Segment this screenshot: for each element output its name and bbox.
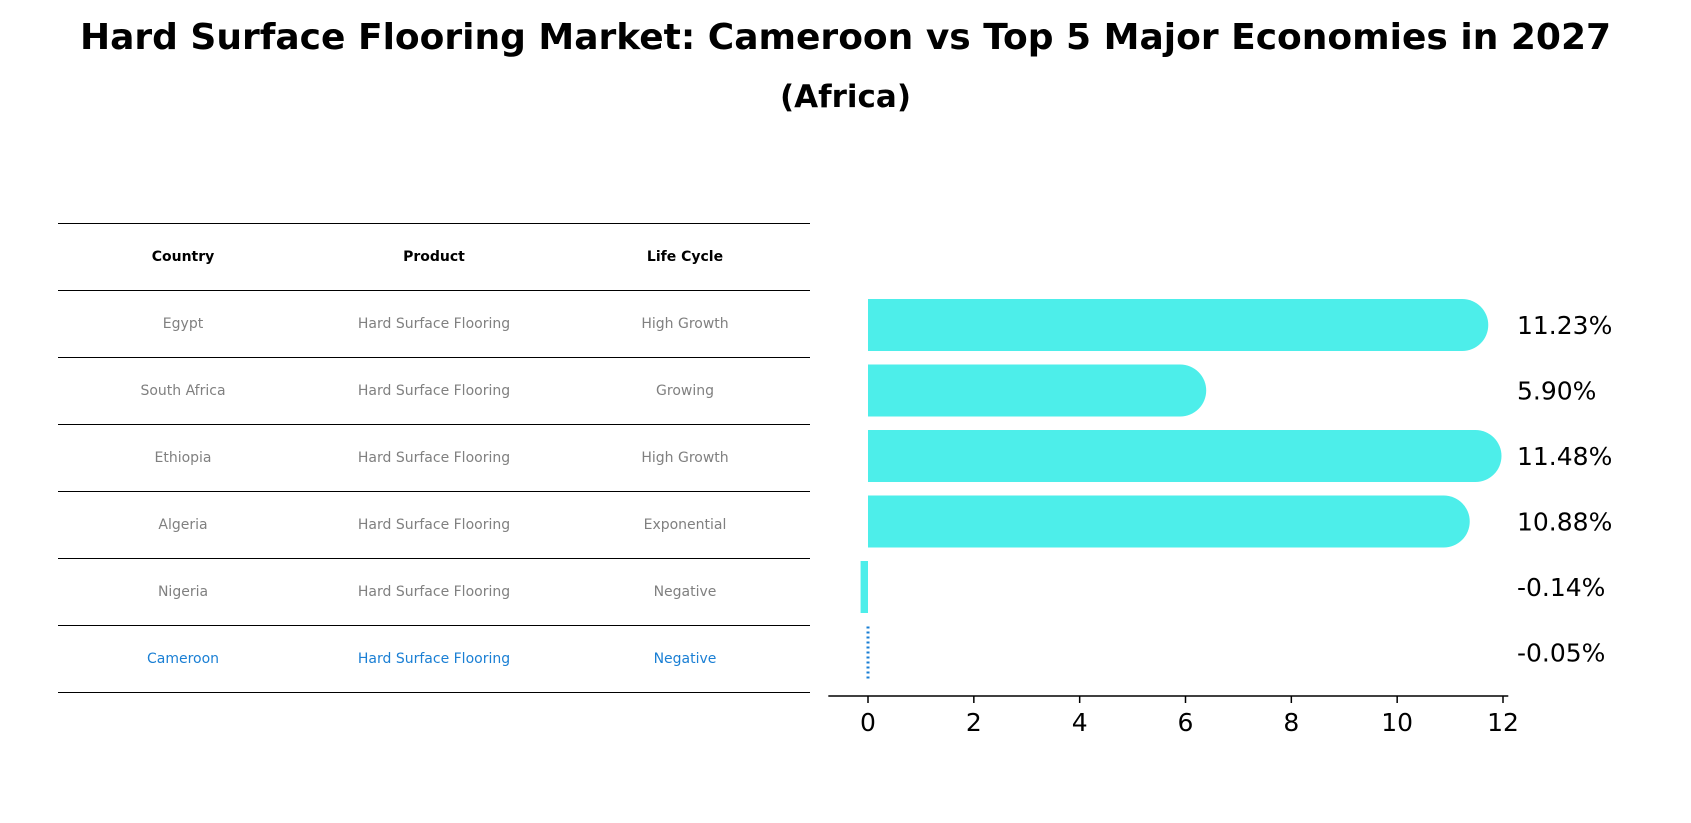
table-row: Nigeria Hard Surface Flooring Negative — [58, 558, 810, 626]
x-tick-label: 12 — [1487, 708, 1519, 737]
cell-life-cycle: Growing — [560, 357, 810, 425]
x-tick-label: 0 — [860, 708, 876, 737]
data-label: 11.48% — [1517, 442, 1612, 471]
cell-life-cycle: Exponential — [560, 491, 810, 559]
cell-product: Hard Surface Flooring — [308, 491, 560, 559]
bar-algeria — [868, 495, 1470, 548]
table-row: Algeria Hard Surface Flooring Exponentia… — [58, 491, 810, 559]
header-product: Product — [308, 223, 560, 291]
data-label: 10.88% — [1517, 508, 1612, 537]
cell-life-cycle: Negative — [560, 558, 810, 626]
cell-life-cycle: Negative — [560, 625, 810, 693]
table-header-row: Country Product Life Cycle — [58, 223, 810, 291]
bar-nigeria — [860, 561, 868, 613]
life-cycle-table-container: Country Product Life Cycle Egypt Hard Su… — [58, 223, 810, 693]
x-tick-label: 4 — [1072, 708, 1088, 737]
table-row: Ethiopia Hard Surface Flooring High Grow… — [58, 424, 810, 492]
data-label: -0.14% — [1517, 573, 1605, 602]
cell-country: Nigeria — [58, 558, 308, 626]
cell-product: Hard Surface Flooring — [308, 424, 560, 492]
cell-product: Hard Surface Flooring — [308, 558, 560, 626]
table-row: Egypt Hard Surface Flooring High Growth — [58, 290, 810, 358]
cell-country: Egypt — [58, 290, 308, 358]
cell-life-cycle: High Growth — [560, 290, 810, 358]
header-country: Country — [58, 223, 308, 291]
bar-south-africa — [868, 364, 1207, 417]
bar-egypt — [868, 299, 1489, 351]
cell-country: Cameroon — [58, 625, 308, 693]
table-row-highlight: Cameroon Hard Surface Flooring Negative — [58, 625, 810, 693]
data-label: 11.23% — [1517, 311, 1612, 340]
bar-ethiopia — [868, 430, 1502, 482]
cell-product: Hard Surface Flooring — [308, 290, 560, 358]
table-row: South Africa Hard Surface Flooring Growi… — [58, 357, 810, 425]
cell-product: Hard Surface Flooring — [308, 357, 560, 425]
cell-country: South Africa — [58, 357, 308, 425]
cell-country: Algeria — [58, 491, 308, 559]
cell-product: Hard Surface Flooring — [308, 625, 560, 693]
x-tick-label: 10 — [1381, 708, 1413, 737]
cell-country: Ethiopia — [58, 424, 308, 492]
life-cycle-table: Country Product Life Cycle Egypt Hard Su… — [58, 223, 810, 693]
x-tick-label: 8 — [1283, 708, 1299, 737]
data-label: 5.90% — [1517, 377, 1596, 406]
data-label: -0.05% — [1517, 639, 1605, 668]
chart-subtitle: (Africa) — [779, 79, 912, 115]
x-tick-label: 2 — [966, 708, 982, 737]
x-tick-label: 6 — [1178, 708, 1194, 737]
chart-title: Hard Surface Flooring Market: Cameroon v… — [79, 17, 1612, 58]
header-life-cycle: Life Cycle — [560, 223, 810, 291]
cell-life-cycle: High Growth — [560, 424, 810, 492]
